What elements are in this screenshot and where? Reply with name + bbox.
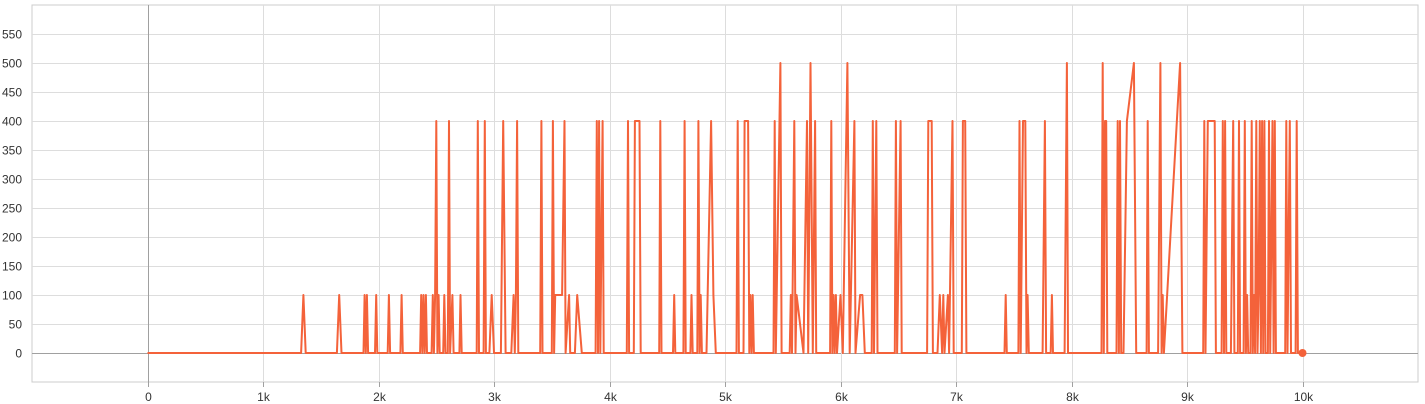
y-tick-label: 300 [2, 173, 22, 187]
x-tick-label: 2k [373, 390, 387, 404]
x-tick-label: 3k [488, 390, 502, 404]
x-tick-label: 1k [257, 390, 271, 404]
x-tick-label: 5k [719, 390, 733, 404]
x-tick-label: 10k [1294, 390, 1314, 404]
y-tick-label: 550 [2, 28, 22, 42]
y-tick-label: 0 [15, 347, 22, 361]
x-tick-label: 6k [835, 390, 849, 404]
y-tick-label: 500 [2, 57, 22, 71]
series-line [147, 62, 1303, 354]
y-tick-label: 200 [2, 231, 22, 245]
y-tick-label: 400 [2, 115, 22, 129]
y-tick-label: 450 [2, 86, 22, 100]
x-tick-label: 0 [145, 390, 152, 404]
y-tick-label: 250 [2, 202, 22, 216]
x-tick-label: 4k [604, 390, 618, 404]
series-end-point [1298, 349, 1307, 357]
y-tick-label: 50 [9, 318, 23, 332]
y-tick-label: 350 [2, 144, 22, 158]
x-tick-label: 7k [950, 390, 964, 404]
y-tick-label: 100 [2, 289, 22, 303]
x-tick-label: 8k [1066, 390, 1080, 404]
y-tick-label: 150 [2, 260, 22, 274]
x-tick-label: 9k [1181, 390, 1195, 404]
